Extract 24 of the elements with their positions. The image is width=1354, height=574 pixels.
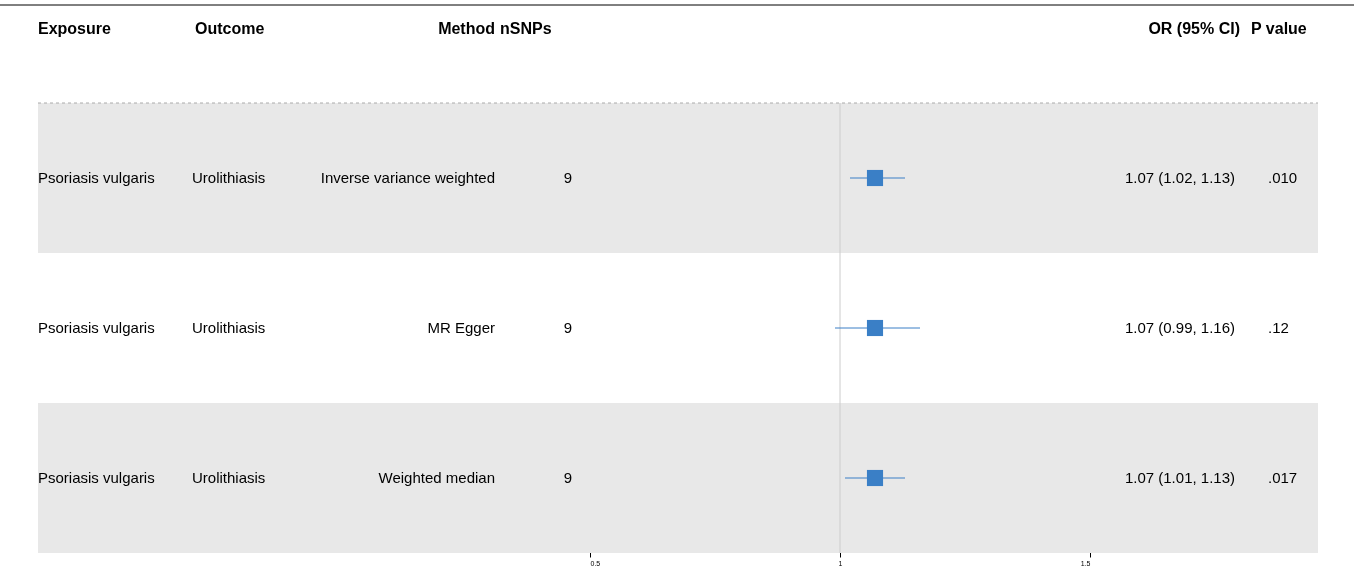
- text: Urolithiasis: [192, 319, 266, 336]
- text: Psoriasis vulgaris: [38, 169, 155, 186]
- text: .010: [1268, 169, 1298, 186]
- data-label: 1.07 (0.99, 1.16): [1124, 319, 1235, 336]
- text: Urolithiasis: [192, 469, 266, 486]
- y-tick-label: Inverse variance weighted: [320, 169, 495, 186]
- text: Outcome: [195, 20, 265, 37]
- text: Exposure: [38, 20, 112, 37]
- text: .017: [1268, 469, 1298, 486]
- text: Psoriasis vulgaris: [38, 469, 155, 486]
- text: P value: [1251, 20, 1307, 37]
- text: nSNPs: [500, 20, 552, 37]
- text: 9: [563, 319, 573, 336]
- text: Method: [438, 20, 495, 37]
- data-label: 1.07 (1.01, 1.13): [1124, 469, 1235, 486]
- text: Urolithiasis: [192, 169, 266, 186]
- data-label: 1.07 (1.02, 1.13): [1124, 169, 1235, 186]
- text: 9: [563, 169, 573, 186]
- text: Psoriasis vulgaris: [38, 319, 155, 336]
- text: 9: [563, 469, 573, 486]
- y-tick-label: Weighted median: [378, 469, 495, 486]
- text: .12: [1268, 319, 1289, 336]
- text: OR (95% CI): [1148, 20, 1240, 37]
- y-tick-label: MR Egger: [427, 319, 495, 336]
